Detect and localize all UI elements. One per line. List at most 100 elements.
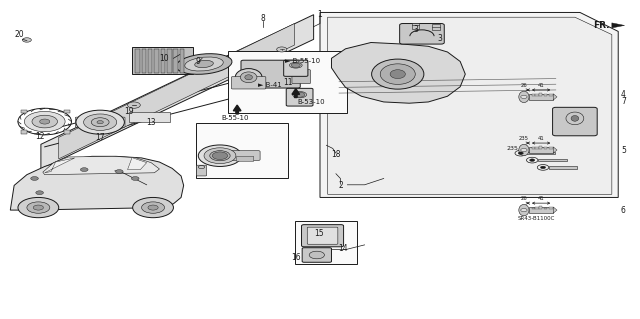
Text: 5: 5 — [621, 145, 626, 154]
Circle shape — [521, 95, 527, 99]
Bar — [412, 23, 419, 29]
Circle shape — [33, 205, 44, 210]
Bar — [20, 109, 27, 113]
Circle shape — [518, 152, 524, 154]
FancyBboxPatch shape — [76, 117, 125, 127]
Circle shape — [81, 168, 88, 172]
Polygon shape — [127, 158, 147, 170]
Circle shape — [521, 148, 527, 152]
Bar — [141, 48, 146, 73]
Text: 9: 9 — [195, 57, 200, 66]
Ellipse shape — [372, 59, 424, 89]
FancyBboxPatch shape — [552, 107, 597, 136]
Bar — [161, 48, 165, 73]
Ellipse shape — [289, 63, 302, 68]
Text: FR.: FR. — [593, 21, 610, 30]
Circle shape — [127, 102, 140, 108]
Polygon shape — [45, 158, 75, 173]
FancyBboxPatch shape — [529, 207, 553, 213]
Ellipse shape — [292, 92, 307, 98]
Text: 14: 14 — [338, 244, 348, 253]
FancyBboxPatch shape — [237, 156, 253, 161]
Polygon shape — [332, 42, 465, 103]
Text: ► B-55-10: ► B-55-10 — [285, 58, 320, 64]
Bar — [167, 48, 172, 73]
Bar — [549, 147, 552, 149]
Bar — [64, 130, 70, 134]
Polygon shape — [328, 17, 612, 194]
Circle shape — [530, 159, 535, 161]
Ellipse shape — [241, 72, 257, 83]
Ellipse shape — [571, 115, 579, 121]
Text: 235: 235 — [519, 136, 529, 141]
Text: 1: 1 — [317, 10, 323, 19]
Bar — [549, 207, 552, 209]
Text: 8: 8 — [260, 14, 265, 23]
Bar — [540, 206, 542, 209]
Circle shape — [131, 177, 139, 180]
Bar — [532, 94, 535, 96]
FancyBboxPatch shape — [538, 159, 566, 161]
Text: SR43-B1100C: SR43-B1100C — [518, 217, 556, 221]
FancyBboxPatch shape — [286, 88, 313, 106]
Bar — [532, 208, 535, 209]
Bar — [532, 147, 535, 149]
Bar — [135, 48, 140, 73]
FancyBboxPatch shape — [307, 227, 338, 244]
Text: B-55-10: B-55-10 — [221, 115, 249, 122]
Text: 7: 7 — [621, 97, 626, 107]
Circle shape — [84, 114, 116, 130]
Circle shape — [148, 205, 158, 210]
Ellipse shape — [519, 91, 529, 103]
Circle shape — [132, 197, 173, 218]
Circle shape — [212, 152, 228, 160]
Text: 16: 16 — [291, 253, 301, 262]
FancyArrow shape — [234, 105, 241, 114]
Circle shape — [22, 38, 31, 42]
Text: 235: 235 — [507, 146, 519, 151]
Circle shape — [36, 191, 44, 195]
Bar — [540, 146, 542, 149]
Ellipse shape — [519, 204, 529, 216]
Polygon shape — [320, 12, 618, 197]
Bar — [129, 112, 170, 122]
FancyBboxPatch shape — [196, 165, 207, 176]
Text: 2: 2 — [338, 181, 343, 190]
Circle shape — [40, 119, 50, 124]
Ellipse shape — [519, 144, 529, 156]
Polygon shape — [612, 23, 625, 28]
Polygon shape — [553, 94, 557, 100]
FancyBboxPatch shape — [241, 60, 300, 88]
Text: 13: 13 — [147, 118, 156, 127]
Text: 20: 20 — [15, 30, 24, 39]
Circle shape — [27, 202, 50, 213]
Ellipse shape — [198, 145, 242, 167]
Bar — [544, 147, 547, 149]
Ellipse shape — [210, 151, 230, 161]
Bar — [196, 123, 288, 178]
Ellipse shape — [185, 57, 223, 71]
Text: 41: 41 — [538, 83, 545, 88]
Polygon shape — [553, 207, 557, 213]
FancyBboxPatch shape — [399, 24, 444, 44]
Circle shape — [76, 110, 124, 134]
Text: 12: 12 — [35, 132, 44, 141]
Polygon shape — [10, 156, 184, 210]
Circle shape — [24, 111, 65, 132]
FancyBboxPatch shape — [529, 94, 553, 100]
Bar — [544, 208, 547, 209]
Circle shape — [309, 251, 324, 259]
Text: ► B-41: ► B-41 — [258, 82, 282, 88]
Bar — [540, 93, 542, 96]
Bar — [536, 94, 539, 96]
Ellipse shape — [195, 60, 213, 68]
Text: 26: 26 — [520, 83, 527, 88]
FancyBboxPatch shape — [302, 248, 332, 262]
Text: 19: 19 — [124, 107, 134, 116]
Bar — [228, 51, 348, 113]
Circle shape — [521, 209, 527, 212]
Text: 41: 41 — [538, 196, 545, 201]
Bar — [180, 48, 184, 73]
Ellipse shape — [566, 112, 584, 125]
Bar — [64, 109, 70, 113]
